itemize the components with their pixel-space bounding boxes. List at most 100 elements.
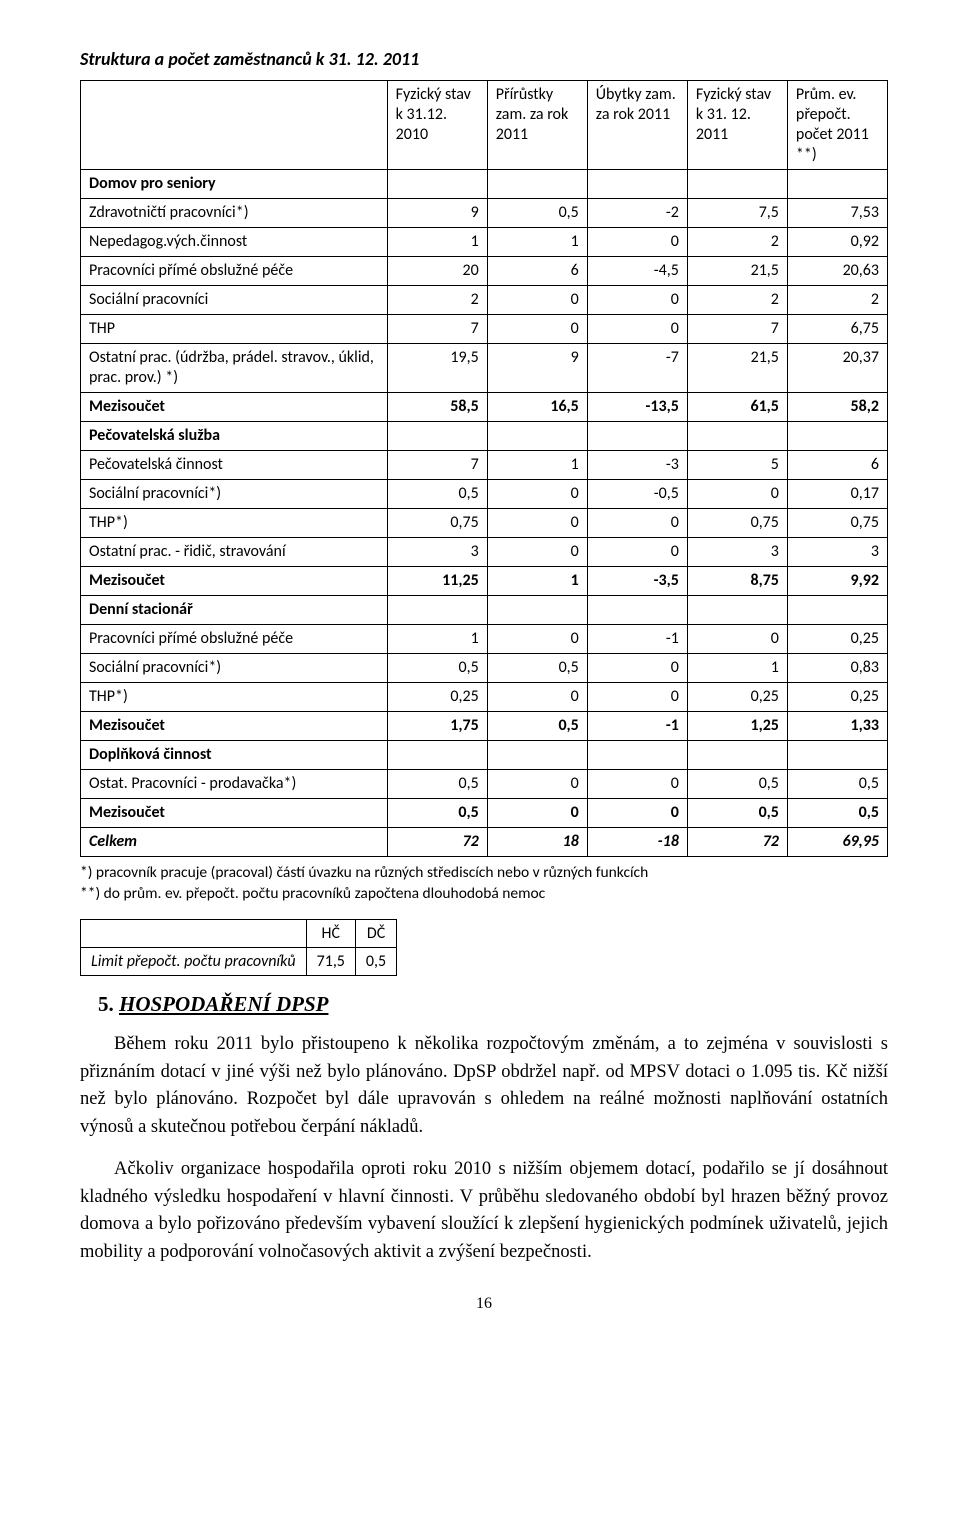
cell: [587, 596, 687, 625]
cell: 0: [587, 228, 687, 257]
page-title: Struktura a počet zaměstnanců k 31. 12. …: [80, 48, 888, 70]
chapter-number: 5.: [98, 992, 114, 1016]
cell: 0,5: [387, 480, 487, 509]
table-row: Mezisoučet58,516,5-13,561,558,2: [81, 393, 888, 422]
table-row: Sociální pracovníci*)0,50-0,500,17: [81, 480, 888, 509]
cell: -1: [587, 712, 687, 741]
cell: 1: [487, 228, 587, 257]
section-heading: Pečovatelská služba: [81, 422, 388, 451]
table-row: THP*)0,75000,750,75: [81, 509, 888, 538]
col-0: [81, 81, 388, 170]
cell: 0,75: [687, 509, 787, 538]
section-heading: Denní stacionář: [81, 596, 388, 625]
table-row: Sociální pracovníci*)0,50,5010,83: [81, 654, 888, 683]
body-paragraph: Během roku 2011 bylo přistoupeno k někol…: [80, 1031, 888, 1142]
cell: [387, 596, 487, 625]
page-number: 16: [80, 1295, 888, 1313]
cell: 1: [487, 451, 587, 480]
table-row: Pracovníci přímé obslužné péče206-4,521,…: [81, 257, 888, 286]
cell: 2: [687, 228, 787, 257]
cell: 0: [487, 315, 587, 344]
cell: 0: [587, 683, 687, 712]
cell: 9: [387, 199, 487, 228]
cell: 69,95: [787, 828, 887, 857]
table-row: THP70076,75: [81, 315, 888, 344]
cell: [787, 170, 887, 199]
cell: 5: [687, 451, 787, 480]
cell: 0: [487, 770, 587, 799]
chapter-heading: 5. HOSPODAŘENÍ DPSP: [98, 992, 888, 1017]
cell: 21,5: [687, 344, 787, 393]
cell: 19,5: [387, 344, 487, 393]
cell: 0: [487, 286, 587, 315]
cell: 0,75: [787, 509, 887, 538]
row-label: THP*): [81, 683, 388, 712]
cell: 0,5: [487, 199, 587, 228]
cell: [387, 741, 487, 770]
section-heading-row: Denní stacionář: [81, 596, 888, 625]
section-heading-row: Doplňková činnost: [81, 741, 888, 770]
table-row: Celkem7218-187269,95: [81, 828, 888, 857]
cell: 1: [687, 654, 787, 683]
table-header-row: Fyzický stav k 31.12. 2010 Přírůstky zam…: [81, 81, 888, 170]
cell: 0: [587, 286, 687, 315]
section-heading-row: Pečovatelská služba: [81, 422, 888, 451]
cell: 0,5: [487, 712, 587, 741]
cell: 0,5: [687, 770, 787, 799]
cell: 0: [587, 538, 687, 567]
cell: 1,75: [387, 712, 487, 741]
cell: [687, 422, 787, 451]
cell: 0: [487, 480, 587, 509]
cell: 0,5: [355, 947, 396, 975]
col-3: Úbytky zam. za rok 2011: [587, 81, 687, 170]
cell: 20,63: [787, 257, 887, 286]
cell: 0: [687, 625, 787, 654]
cell: -2: [587, 199, 687, 228]
section-heading: Domov pro seniory: [81, 170, 388, 199]
cell: 7,5: [687, 199, 787, 228]
cell: 0,92: [787, 228, 887, 257]
cell: 0: [587, 799, 687, 828]
table-row: Ostatní prac. (údržba, prádel. stravov.,…: [81, 344, 888, 393]
cell: [687, 596, 787, 625]
row-label: Mezisoučet: [81, 799, 388, 828]
cell: [787, 422, 887, 451]
row-label: Mezisoučet: [81, 567, 388, 596]
cell: 0: [587, 509, 687, 538]
cell: [487, 170, 587, 199]
row-label: Mezisoučet: [81, 712, 388, 741]
row-label: THP: [81, 315, 388, 344]
cell: -0,5: [587, 480, 687, 509]
cell: 21,5: [687, 257, 787, 286]
table-row: Mezisoučet11,251-3,58,759,92: [81, 567, 888, 596]
cell: 0: [587, 654, 687, 683]
col-1: Fyzický stav k 31.12. 2010: [387, 81, 487, 170]
cell: [787, 741, 887, 770]
footnote: *) pracovník pracuje (pracoval) částí úv…: [80, 863, 888, 884]
cell: 0: [487, 509, 587, 538]
cell: 0: [587, 770, 687, 799]
row-label: Pracovníci přímé obslužné péče: [81, 257, 388, 286]
cell: 0: [687, 480, 787, 509]
row-label: Celkem: [81, 828, 388, 857]
cell: [81, 919, 307, 947]
cell: 0,5: [787, 799, 887, 828]
cell: 61,5: [687, 393, 787, 422]
cell: 1: [387, 228, 487, 257]
cell: -18: [587, 828, 687, 857]
cell: 0,25: [687, 683, 787, 712]
cell: 71,5: [306, 947, 355, 975]
cell: 2: [387, 286, 487, 315]
row-label: Pracovníci přímé obslužné péče: [81, 625, 388, 654]
cell: 20: [387, 257, 487, 286]
cell: 0,25: [387, 683, 487, 712]
cell: 20,37: [787, 344, 887, 393]
cell: 7,53: [787, 199, 887, 228]
row-label: Pečovatelská činnost: [81, 451, 388, 480]
cell: 0,5: [687, 799, 787, 828]
cell: [487, 596, 587, 625]
table-row: Sociální pracovníci20022: [81, 286, 888, 315]
table-row: Ostatní prac. - řidič, stravování30033: [81, 538, 888, 567]
cell: 7: [387, 315, 487, 344]
cell: 2: [787, 286, 887, 315]
